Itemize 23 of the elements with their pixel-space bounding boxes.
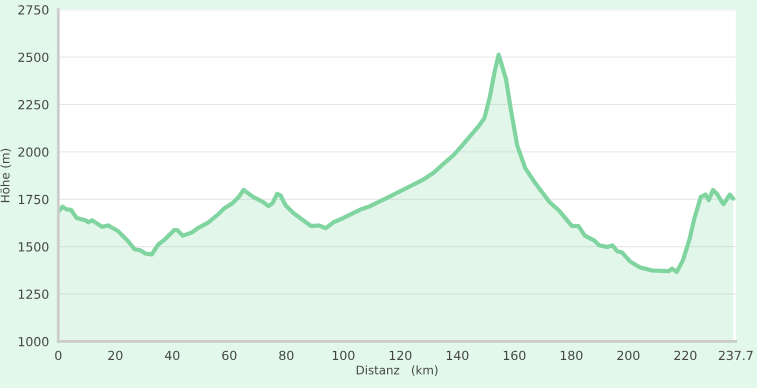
x-tick-label: 180 bbox=[560, 350, 582, 360]
y-tick-label: 1750 bbox=[18, 194, 48, 204]
x-tick-label: 80 bbox=[279, 350, 294, 360]
x-tick-label: 200 bbox=[617, 350, 640, 360]
x-tick-label: 100 bbox=[332, 350, 354, 360]
y-tick-label: 1250 bbox=[18, 290, 48, 299]
x-tick-label: 0 bbox=[55, 350, 62, 360]
y-axis-title: Höhe (m) bbox=[0, 148, 11, 202]
x-tick-label: 40 bbox=[164, 350, 180, 360]
x-tick-label: 20 bbox=[108, 350, 122, 360]
y-tick-label: 2000 bbox=[18, 147, 48, 157]
y-tick-label: 1500 bbox=[18, 242, 48, 252]
x-tick-label: 60 bbox=[222, 350, 236, 360]
x-axis-title: Distanz (km) bbox=[356, 365, 438, 376]
y-tick-label: 2750 bbox=[18, 5, 48, 15]
x-tick-label: 160 bbox=[504, 350, 526, 360]
y-tick-label: 2250 bbox=[18, 100, 48, 110]
y-tick-label: 1000 bbox=[18, 336, 48, 346]
x-tick-label: 220 bbox=[674, 350, 696, 360]
y-tick-label: 2500 bbox=[18, 52, 48, 62]
x-tick-label: 237.7 bbox=[718, 350, 753, 360]
x-tick-label: 120 bbox=[390, 350, 412, 360]
x-tick-label: 140 bbox=[446, 350, 468, 360]
